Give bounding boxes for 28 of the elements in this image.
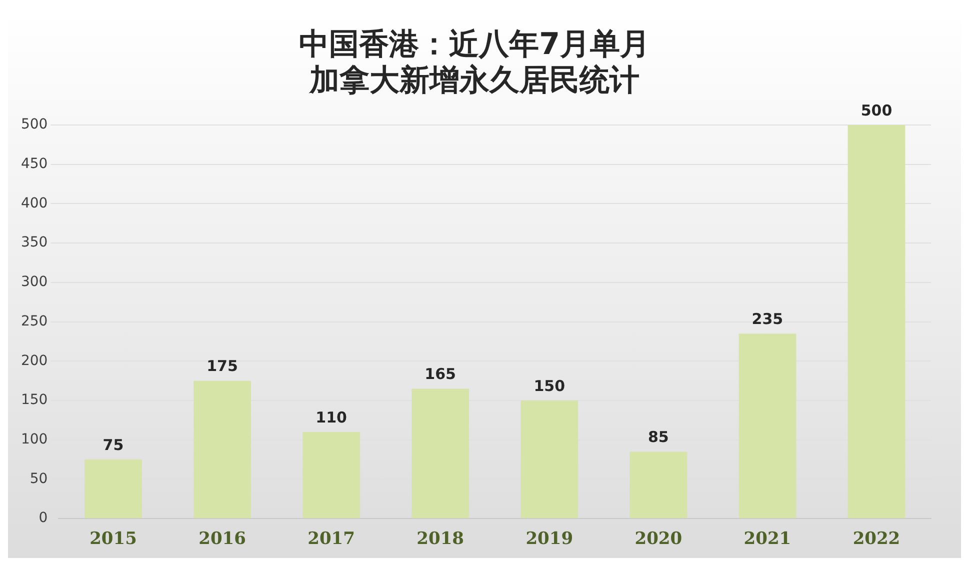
data-label: 175 [206,357,238,376]
x-tick-label: 2021 [744,529,792,550]
x-tick-label: 2020 [634,529,682,550]
y-tick-label: 350 [20,234,48,251]
data-label: 235 [752,310,784,328]
y-tick-label: 300 [20,274,48,290]
chart-title: 中国香港：近八年7月单月加拿大新增永久居民统计 [299,26,650,98]
x-tick-label: 2019 [526,529,574,550]
x-tick-label: 2016 [198,529,246,550]
y-tick-label: 150 [20,392,48,408]
data-label: 75 [102,436,124,454]
data-label: 500 [860,101,892,120]
x-tick-label: 2018 [416,529,464,550]
y-tick-label: 0 [38,510,48,526]
y-tick-label: 250 [20,313,48,330]
data-label: 165 [424,365,456,384]
data-label: 85 [648,428,669,446]
y-tick-label: 50 [30,470,48,487]
y-tick-label: 450 [20,156,48,172]
x-tick-label: 2015 [90,529,137,550]
y-tick-label: 100 [20,432,48,448]
x-tick-label: 2017 [308,529,355,550]
y-tick-label: 200 [20,352,48,369]
x-tick-label: 2022 [852,529,900,550]
data-label: 110 [316,408,347,426]
y-tick-label: 400 [20,195,48,212]
data-label: 150 [534,376,566,395]
y-tick-label: 500 [20,116,48,133]
